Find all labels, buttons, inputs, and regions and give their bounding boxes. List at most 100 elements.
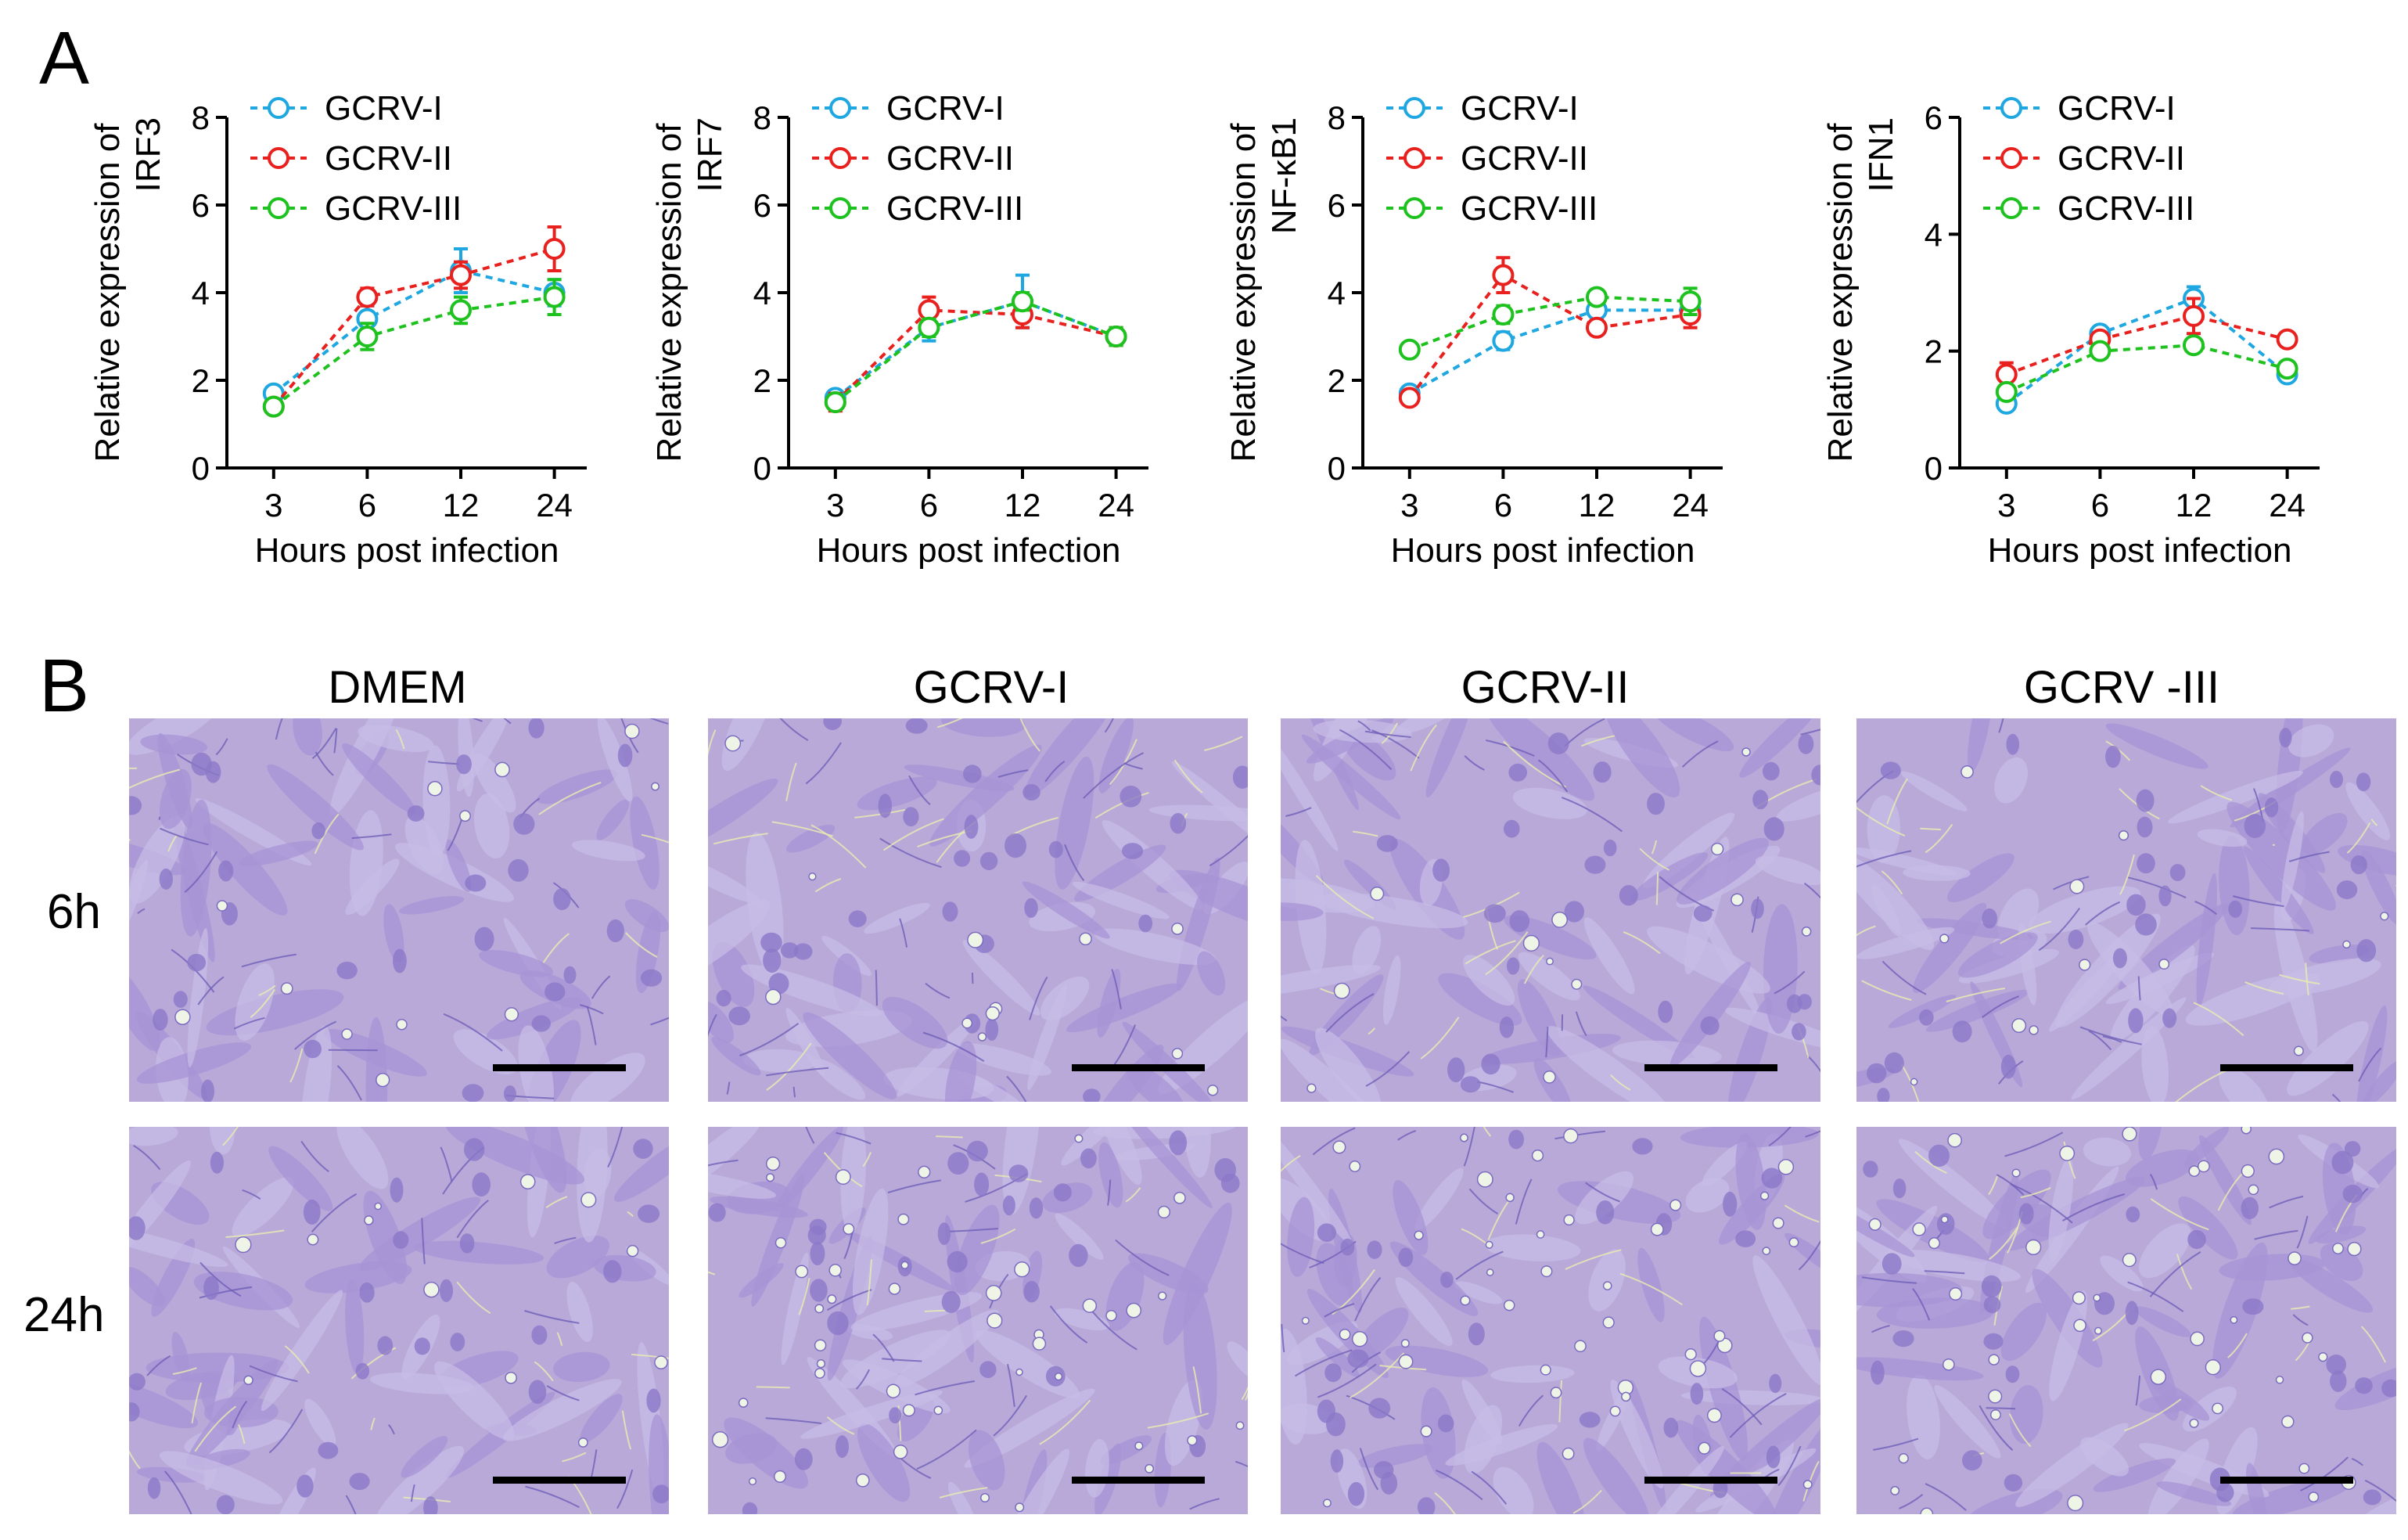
scale-bar [1644,1477,1777,1484]
data-point-gcrv-iii [1586,286,1608,308]
data-point-gcrv-iii [356,326,379,347]
micrograph-gcrv-iii-6h [1856,718,2396,1102]
y-axis-label-line1: Relative expression of [88,123,127,462]
y-tick-label: 6 [192,187,210,224]
x-axis-label: Hours post infection [817,531,1121,570]
scale-bar [2220,1064,2353,1071]
data-point-gcrv-ii [543,238,566,260]
y-tick-label: 4 [753,275,771,311]
legend-marker [829,197,851,219]
scale-bar [493,1477,626,1484]
legend-label: GCRV-III [1461,189,1598,228]
scale-bar [493,1064,626,1071]
row-label-24h: 24h [23,1288,105,1342]
series-line-gcrv-iii [2005,344,2288,394]
legend-label: GCRV-II [325,139,452,178]
y-tick-label: 0 [1328,450,1346,487]
legend-marker [1403,197,1425,219]
series-line-gcrv-ii [272,247,555,408]
legend-label: GCRV-III [886,189,1023,228]
x-axis-label: Hours post infection [1391,531,1695,570]
data-point-gcrv-iii [824,391,846,413]
x-tick-label: 6 [1494,487,1512,524]
data-point-gcrv-ii [1586,316,1608,339]
micrograph-gcrv-i-6h [708,718,1248,1102]
legend-label: GCRV-I [325,89,443,128]
data-point-gcrv-iii [1995,380,2018,403]
y-tick-label: 0 [1925,450,1943,487]
y-tick-label: 8 [192,99,210,136]
x-axis-label: Hours post infection [255,531,559,570]
y-axis-label-line1: Relative expression of [1821,123,1860,462]
y-axis-label-line2: IFN1 [1862,117,1900,192]
series-line-gcrv-iii [272,295,555,408]
series-line-gcrv-iii [1409,295,1691,351]
data-point-gcrv-ii [2183,304,2205,327]
x-tick-label: 6 [920,487,938,524]
series-line-gcrv-ii [2006,314,2288,376]
y-tick-label: 2 [1328,362,1346,399]
y-axis-label-line2: IRF7 [691,117,729,192]
series-line-gcrv-i [2005,297,2288,405]
y-tick-label: 0 [753,450,771,487]
x-tick-label: 3 [826,487,844,524]
data-point-gcrv-iii [2089,340,2111,362]
micrograph-gcrv-iii-24h [1856,1127,2396,1514]
data-point-gcrv-iii [918,316,940,339]
x-tick-label: 3 [264,487,282,524]
data-point-gcrv-ii [2276,328,2298,351]
y-tick-label: 2 [192,362,210,399]
legend-marker [1403,147,1425,169]
micrograph-dmem-24h [129,1127,669,1514]
legend-label: GCRV-II [2058,139,2185,178]
y-tick-label: 4 [1925,216,1943,253]
y-tick-label: 6 [753,187,771,224]
x-tick-label: 24 [536,487,573,524]
scale-bar [1644,1064,1777,1071]
legend-label: GCRV-I [2058,89,2176,128]
scale-bar [1072,1064,1205,1071]
legend-marker [1403,97,1425,119]
x-tick-label: 6 [2091,487,2109,524]
legend-marker [2000,147,2022,169]
legend-marker [829,97,851,119]
data-point-gcrv-iii [1398,338,1421,361]
legend-marker [2000,197,2022,219]
data-point-gcrv-ii [450,264,472,286]
legend-marker [2000,97,2022,119]
y-tick-label: 2 [753,362,771,399]
legend-marker [268,197,289,219]
micrograph-gcrv-ii-6h [1281,718,1820,1102]
series-line-gcrv-ii [834,308,1117,404]
data-point-gcrv-iii [543,286,566,308]
micrograph-gcrv-i-24h [708,1127,1248,1514]
data-point-gcrv-iii [1105,326,1127,347]
x-tick-label: 3 [1997,487,2015,524]
data-point-gcrv-iii [2276,358,2298,380]
x-tick-label: 3 [1400,487,1418,524]
data-point-gcrv-iii [2183,334,2205,357]
legend-marker [829,147,851,169]
legend-label: GCRV-I [886,89,1005,128]
x-tick-label: 24 [1098,487,1134,524]
y-tick-label: 8 [753,99,771,136]
micrograph-gcrv-ii-24h [1281,1127,1820,1514]
x-tick-label: 24 [1672,487,1709,524]
series-line-gcrv-ii [1408,273,1691,399]
legend-label: GCRV-II [886,139,1014,178]
x-axis-label: Hours post infection [1988,531,2292,570]
col-title-gcrv-ii: GCRV-II [1461,662,1630,713]
panel-a-label: A [39,16,90,100]
data-point-gcrv-iii [1492,304,1515,326]
col-title-dmem: DMEM [328,662,467,713]
scale-bar [2220,1477,2353,1484]
y-tick-label: 4 [1328,275,1346,311]
legend-label: GCRV-III [2058,189,2194,228]
data-point-gcrv-ii [1492,264,1515,286]
y-tick-label: 8 [1328,99,1346,136]
col-title-gcrv-i: GCRV-I [913,662,1069,713]
x-tick-label: 12 [1579,487,1616,524]
y-tick-label: 6 [1925,99,1943,136]
